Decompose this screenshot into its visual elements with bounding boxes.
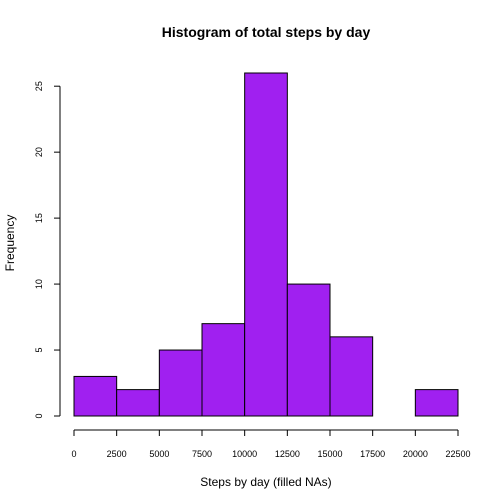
y-tick-label: 0 <box>34 413 44 418</box>
histogram-bar <box>329 336 374 417</box>
x-tick-label: 22500 <box>445 449 470 459</box>
y-axis-label: Frequency <box>3 215 17 272</box>
histogram-bar <box>414 389 459 417</box>
y-axis: 0 5 10 15 20 25 <box>34 81 61 419</box>
x-tick-label: 7500 <box>192 449 212 459</box>
x-tick-label: 2500 <box>107 449 127 459</box>
x-tick-label: 20000 <box>403 449 428 459</box>
chart-title: Histogram of total steps by day <box>162 24 371 40</box>
bars-group <box>73 72 459 417</box>
x-tick-label: 0 <box>71 449 76 459</box>
x-tick-label: 5000 <box>149 449 169 459</box>
y-tick-label: 15 <box>34 213 44 223</box>
y-tick-label: 10 <box>34 279 44 289</box>
histogram-bar <box>158 349 203 417</box>
y-tick-label: 25 <box>34 81 44 91</box>
x-tick-label: 15000 <box>317 449 342 459</box>
histogram-bar <box>116 389 160 417</box>
histogram-bar <box>286 283 331 417</box>
y-tick-label: 5 <box>34 348 44 353</box>
x-tick-label: 10000 <box>232 449 257 459</box>
x-tick-label: 12500 <box>275 449 300 459</box>
x-axis-label: Steps by day (filled NAs) <box>200 475 331 489</box>
histogram-bar <box>244 72 288 417</box>
histogram-bar <box>73 375 118 417</box>
y-tick-label: 20 <box>34 147 44 157</box>
x-axis: 0 2500 5000 7500 10000 12500 15000 17500 20000 22… <box>71 429 471 459</box>
x-tick-label: 17500 <box>360 449 385 459</box>
histogram-bar <box>201 323 246 417</box>
